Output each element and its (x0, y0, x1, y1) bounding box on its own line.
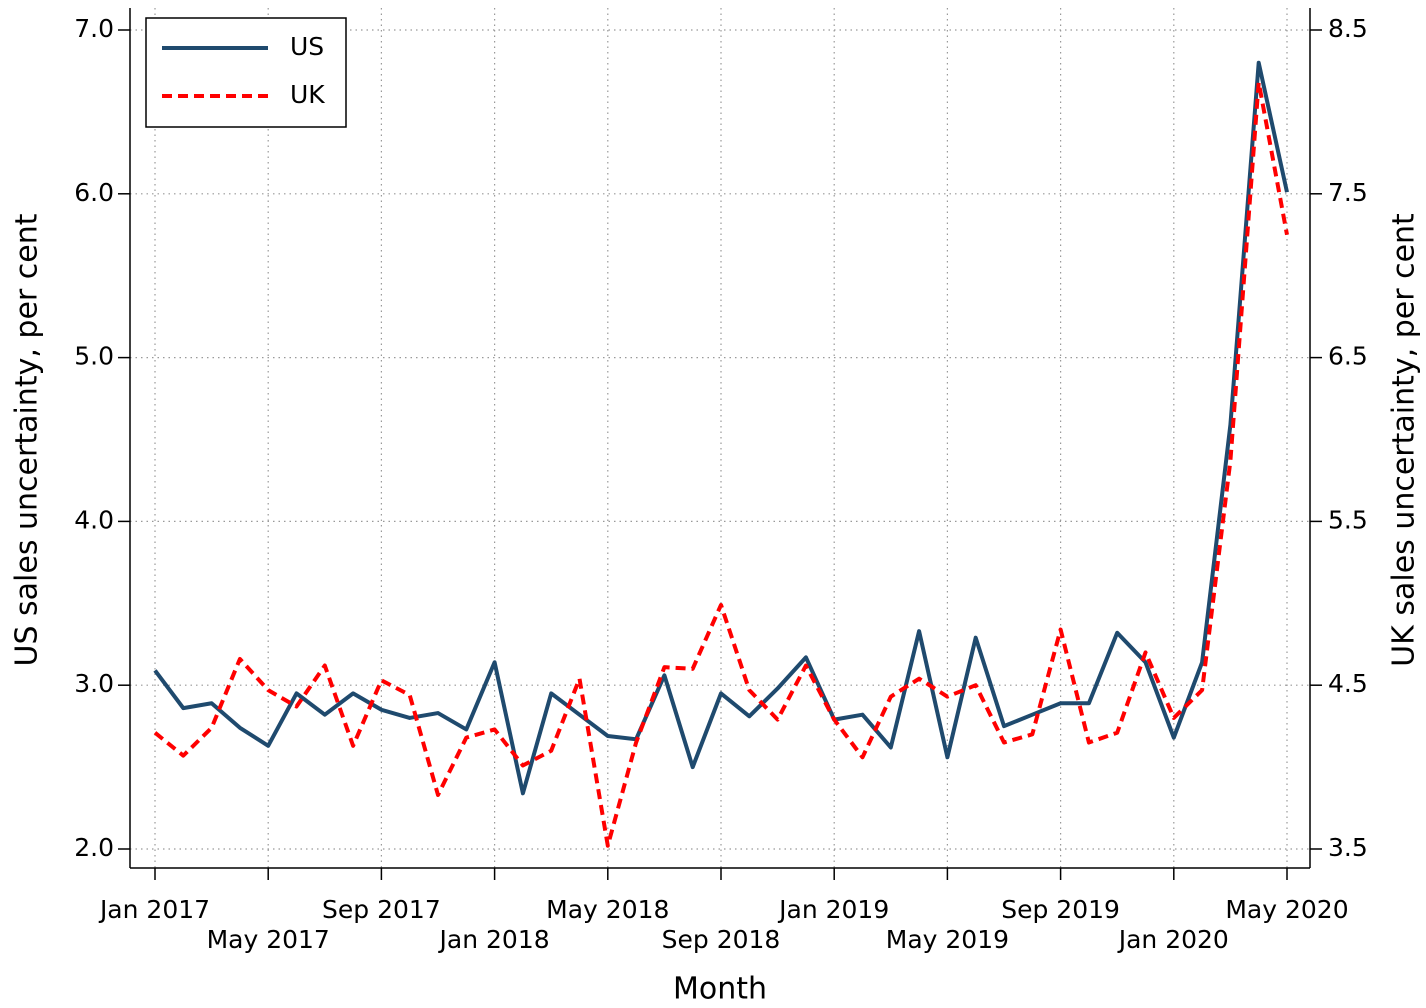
x-tick-label: Sep 2018 (662, 925, 781, 954)
line-series (153, 60, 1289, 796)
x-tick-label: May 2018 (546, 895, 669, 924)
y2-tick-label: 4.5 (1328, 669, 1368, 698)
y-tick-label: 7.0 (74, 14, 114, 43)
x-tick-label: Jan 2020 (1117, 925, 1229, 954)
y2-tick-label: 5.5 (1328, 505, 1368, 534)
y2-tick-label: 6.5 (1328, 342, 1368, 371)
y-tick-label: 6.0 (74, 178, 114, 207)
y-tick-label: 2.0 (74, 833, 114, 862)
legend-box (145, 17, 347, 128)
x-tick-label: Sep 2019 (1001, 895, 1120, 924)
x-tick-label: Jan 2019 (777, 895, 889, 924)
y2-axis-title: UK sales uncertainty, per cent (1387, 213, 1422, 667)
y-tick-label: 5.0 (74, 342, 114, 371)
x-tick-label: May 2019 (886, 925, 1009, 954)
legend-label: UK (290, 80, 325, 109)
line-series (153, 80, 1289, 848)
legend-label: US (290, 32, 324, 61)
y2-tick-label: 3.5 (1328, 833, 1368, 862)
y-tick-label: 4.0 (74, 505, 114, 534)
x-tick-label: May 2020 (1225, 895, 1348, 924)
y-tick-label: 3.0 (74, 669, 114, 698)
x-tick-label: Sep 2017 (322, 895, 441, 924)
y-axis-title: US sales uncertainty, per cent (10, 213, 45, 666)
x-tick-label: Jan 2018 (438, 925, 550, 954)
y2-tick-label: 8.5 (1328, 14, 1368, 43)
x-tick-label: Jan 2017 (98, 895, 210, 924)
x-tick-label: May 2017 (207, 925, 330, 954)
x-axis-title: Month (673, 972, 767, 1007)
y2-tick-label: 7.5 (1328, 178, 1368, 207)
